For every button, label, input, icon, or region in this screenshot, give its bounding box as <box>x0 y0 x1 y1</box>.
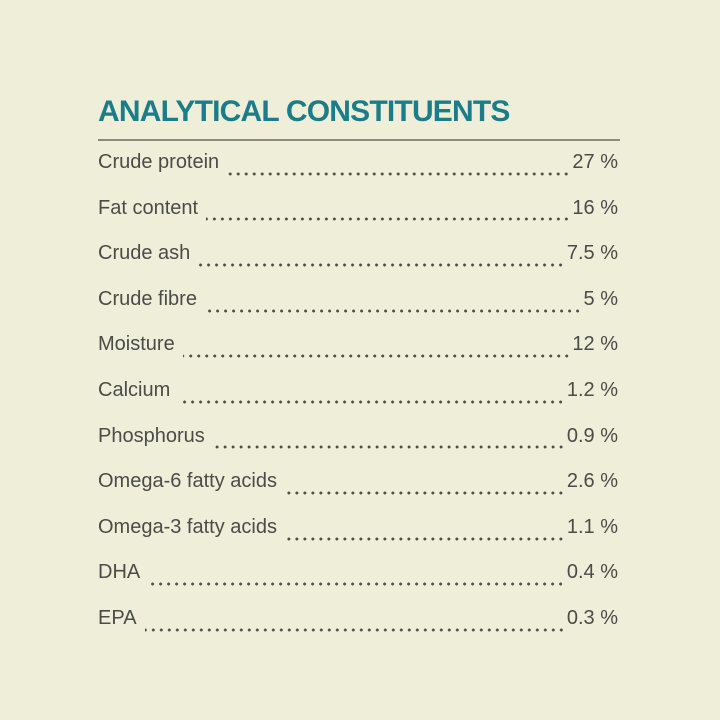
constituent-name: Omega-6 fatty acids <box>98 470 277 493</box>
constituent-row: Crude fibre 5 % <box>98 282 618 328</box>
constituent-value: 2.6 % <box>566 470 618 493</box>
constituent-name: Crude protein <box>98 151 220 173</box>
constituent-value: 1.2 % <box>566 378 618 401</box>
constituent-value: 27 % <box>572 151 618 173</box>
constituent-name: Fat content <box>98 196 199 219</box>
dot-leader <box>206 217 571 222</box>
constituent-row: Phosphorus 0.9 % <box>98 419 618 465</box>
dot-leader <box>227 171 571 176</box>
dot-leader <box>284 536 565 541</box>
constituent-value: 12 % <box>572 333 618 356</box>
constituent-value: 0.3 % <box>566 606 618 629</box>
constituent-row: Omega-3 fatty acids 1.1 % <box>98 510 618 556</box>
title: ANALYTICAL CONSTITUENTS <box>98 95 510 128</box>
constituent-name: Calcium <box>98 378 171 401</box>
constituent-row: Moisture 12 % <box>98 327 618 373</box>
constituent-row: Crude protein 27 % <box>98 145 618 191</box>
constituent-row: EPA 0.3 % <box>98 601 618 647</box>
divider <box>98 139 620 141</box>
constituent-value: 5 % <box>583 287 618 310</box>
constituent-value: 0.9 % <box>566 424 618 447</box>
constituent-name: EPA <box>98 606 137 629</box>
constituent-name: Crude ash <box>98 242 191 265</box>
dot-leader <box>148 582 565 587</box>
constituent-value: 1.1 % <box>566 515 618 538</box>
constituents-list: Crude protein 27 % Fat content 16 % Crude as… <box>98 145 618 647</box>
constituent-name: Omega-3 fatty acids <box>98 515 277 538</box>
constituent-value: 0.4 % <box>566 561 618 584</box>
constituent-name: Phosphorus <box>98 424 205 447</box>
constituent-row: Crude ash 7.5 % <box>98 236 618 282</box>
constituent-value: 16 % <box>572 196 618 219</box>
dot-leader <box>178 399 565 404</box>
constituent-row: Calcium 1.2 % <box>98 373 618 419</box>
constituent-row: DHA 0.4 % <box>98 555 618 601</box>
dot-leader <box>212 445 565 450</box>
constituent-name: Crude fibre <box>98 287 197 310</box>
constituent-value: 7.5 % <box>566 242 618 265</box>
constituent-name: Moisture <box>98 333 175 356</box>
constituent-row: Omega-6 fatty acids 2.6 % <box>98 464 618 510</box>
dot-leader <box>182 354 571 359</box>
constituent-name: DHA <box>98 561 141 584</box>
dot-leader <box>284 490 565 495</box>
dot-leader <box>144 627 565 632</box>
constituent-row: Fat content 16 % <box>98 191 618 237</box>
dot-leader <box>198 262 565 267</box>
dot-leader <box>204 308 582 313</box>
